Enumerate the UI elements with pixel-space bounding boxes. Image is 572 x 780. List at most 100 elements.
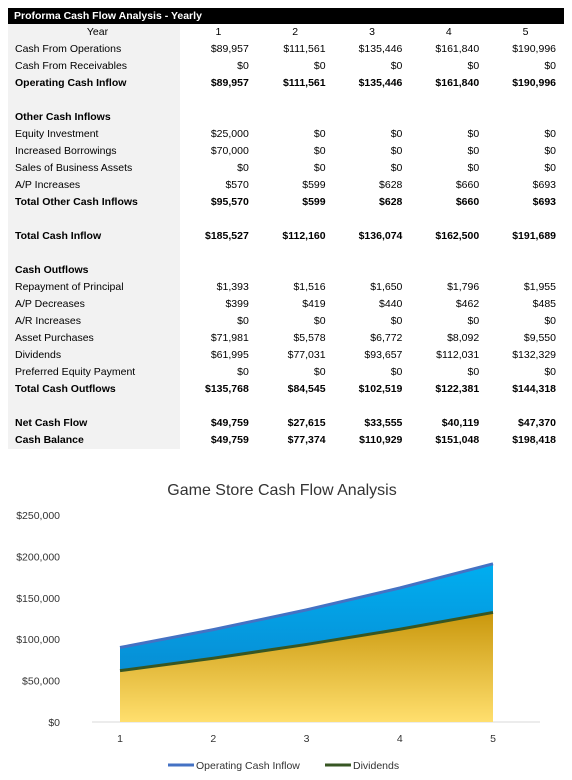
value-cell: $0 (313, 366, 326, 378)
row-label: Asset Purchases (8, 330, 180, 347)
value-cell: $33,555 (364, 417, 403, 429)
table-row: Preferred Equity Payment $0 $0 $0 $0 $0 (8, 364, 564, 381)
row-label: A/P Increases (8, 177, 180, 194)
value-cell: $89,957 (210, 43, 249, 55)
value-cell: $0 (313, 315, 326, 327)
value-cell: $0 (544, 315, 556, 327)
value-cell: $77,031 (287, 349, 326, 361)
value-cell (410, 109, 487, 126)
value-cell: $49,759 (210, 417, 249, 429)
value-cell: $151,048 (435, 434, 480, 446)
value-cell: $660 (455, 196, 480, 208)
x-tick-label: 2 (210, 733, 216, 745)
year-header-cell: 4 (445, 26, 452, 38)
row-label: Other Cash Inflows (8, 109, 180, 126)
table-row: Asset Purchases $71,981 $5,578 $6,772 $8,092… (8, 330, 564, 347)
value-cell (487, 398, 564, 415)
value-cell: $6,772 (370, 332, 403, 344)
row-label: Dividends (8, 347, 180, 364)
value-cell (257, 245, 334, 262)
value-cell: $1,955 (523, 281, 556, 293)
row-label: Increased Borrowings (8, 143, 180, 160)
table-row: A/P Increases $570 $599 $628 $660 $693 (8, 177, 564, 194)
value-cell (334, 211, 411, 228)
row-label: Total Cash Outflows (8, 381, 180, 398)
value-cell: $71,981 (210, 332, 249, 344)
year-header-cell: 3 (369, 26, 375, 38)
row-label (8, 398, 180, 415)
value-cell: $84,545 (287, 383, 326, 395)
row-label (8, 245, 180, 262)
row-label (8, 92, 180, 109)
series-line-dividends (119, 610, 494, 673)
value-cell (334, 262, 411, 279)
value-cell (257, 398, 334, 415)
value-cell (487, 109, 564, 126)
value-cell: $0 (313, 145, 326, 157)
table-row: Operating Cash Inflow $89,957 $111,561 $135… (8, 75, 564, 92)
section-row: Cash Outflows (8, 262, 564, 279)
blank-row (8, 245, 564, 262)
value-cell: $419 (302, 298, 326, 310)
value-cell: $0 (544, 128, 556, 140)
cash-flow-area-chart: Game Store Cash Flow Analysis $0$50,000$… (16, 482, 540, 772)
value-cell (487, 92, 564, 109)
table-row: Net Cash Flow $49,759 $27,615 $33,555 $40,11… (8, 415, 564, 432)
chart-legend: Operating Cash Inflow Dividends (168, 760, 399, 772)
value-cell: $0 (237, 60, 249, 72)
value-cell (334, 245, 411, 262)
table-row: Equity Investment $25,000 $0 $0 $0 $0 (8, 126, 564, 143)
value-cell (487, 262, 564, 279)
value-cell (487, 211, 564, 228)
value-cell: $49,759 (210, 434, 249, 446)
legend-label: Dividends (353, 760, 399, 772)
value-cell: $0 (544, 145, 556, 157)
x-tick-label: 1 (117, 733, 123, 745)
value-cell: $0 (544, 162, 556, 174)
value-cell: $0 (390, 145, 403, 157)
value-cell: $1,393 (216, 281, 249, 293)
value-cell: $89,957 (210, 77, 249, 89)
year-header-cell: 2 (292, 26, 299, 38)
year-header-cell: 5 (522, 26, 529, 38)
row-label: Total Other Cash Inflows (8, 194, 180, 211)
value-cell (257, 92, 334, 109)
value-cell: $0 (544, 366, 556, 378)
row-label: Preferred Equity Payment (8, 364, 180, 381)
value-cell: $1,650 (370, 281, 403, 293)
x-tick-label: 5 (490, 733, 496, 745)
table-row: Sales of Business Assets $0 $0 $0 $0 $0 (8, 160, 564, 177)
value-cell (410, 398, 487, 415)
blank-row (8, 398, 564, 415)
value-cell: $198,418 (512, 434, 556, 446)
value-cell (410, 262, 487, 279)
value-cell: $135,768 (205, 383, 249, 395)
value-cell: $112,160 (282, 230, 326, 242)
row-label: Net Cash Flow (8, 415, 180, 432)
value-cell: $5,578 (293, 332, 326, 344)
value-cell (410, 92, 487, 109)
value-cell (410, 211, 487, 228)
value-cell (180, 398, 257, 415)
x-axis-ticks: 1 2 3 4 5 (117, 733, 496, 745)
value-cell (180, 262, 257, 279)
header-row: Year 1 2 3 4 5 (8, 24, 564, 41)
table-row: Cash From Operations $89,957 $111,561 $135,… (8, 41, 564, 58)
value-cell: $0 (237, 315, 249, 327)
y-tick-label: $150,000 (16, 593, 60, 605)
row-label: Operating Cash Inflow (8, 75, 180, 92)
value-cell (180, 92, 257, 109)
y-tick-label: $50,000 (22, 676, 60, 688)
value-cell: $0 (390, 128, 403, 140)
value-cell: $135,446 (358, 43, 403, 55)
table-row: A/R Increases $0 $0 $0 $0 $0 (8, 313, 564, 330)
value-cell (257, 109, 334, 126)
value-cell: $162,500 (435, 230, 480, 242)
value-cell: $122,381 (435, 383, 480, 395)
value-cell: $185,527 (205, 230, 249, 242)
row-label: Cash Balance (8, 432, 180, 449)
value-cell: $191,689 (512, 230, 556, 242)
y-tick-label: $0 (48, 717, 60, 729)
y-tick-label: $250,000 (16, 510, 60, 522)
value-cell: $693 (532, 196, 556, 208)
